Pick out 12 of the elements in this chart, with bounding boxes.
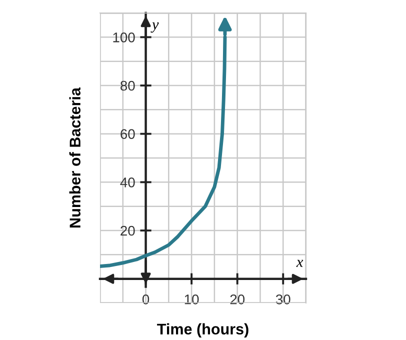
x-tick-label: 20 [230, 294, 245, 304]
annotation: x [296, 260, 304, 267]
x-tick-label: 30 [276, 294, 290, 304]
y-tick-label: 40 [120, 178, 135, 188]
annotation: y [150, 22, 159, 33]
y-tick-label: 20 [120, 226, 135, 236]
y-tick-label: 60 [120, 129, 135, 140]
x-tick-label: 10 [184, 294, 199, 304]
y-axis-title: Number of Bacteria [69, 87, 80, 228]
y-tick-label: 100 [113, 32, 135, 42]
y-tick-label: 80 [120, 80, 135, 91]
x-axis-title: Time (hours) [157, 323, 248, 338]
